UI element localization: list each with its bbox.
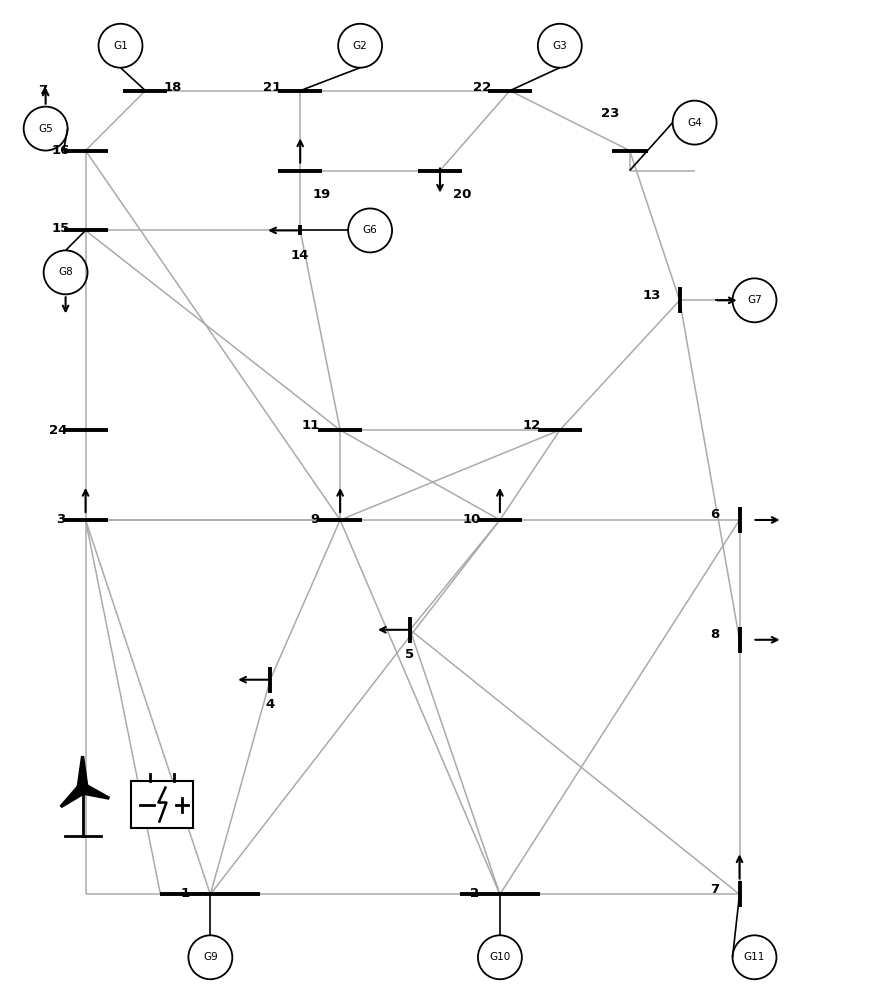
Text: 11: 11 — [301, 419, 319, 432]
Text: 1: 1 — [181, 887, 189, 900]
Text: G1: G1 — [113, 41, 128, 51]
Text: 23: 23 — [600, 107, 618, 120]
Text: 21: 21 — [263, 81, 281, 94]
Text: 7: 7 — [709, 883, 718, 896]
Text: 20: 20 — [453, 188, 471, 201]
Text: 18: 18 — [163, 81, 182, 94]
Circle shape — [78, 785, 87, 793]
Text: 6: 6 — [709, 508, 718, 521]
Text: 8: 8 — [709, 628, 718, 641]
Text: 3: 3 — [56, 513, 65, 526]
Text: G3: G3 — [552, 41, 567, 51]
Text: 22: 22 — [473, 81, 490, 94]
Text: 13: 13 — [642, 289, 660, 302]
Text: G9: G9 — [203, 952, 217, 962]
Text: 19: 19 — [313, 188, 331, 201]
Text: 14: 14 — [290, 249, 309, 262]
Text: 5: 5 — [405, 648, 414, 661]
Text: G11: G11 — [743, 952, 765, 962]
Text: 9: 9 — [310, 513, 319, 526]
Text: 12: 12 — [522, 419, 540, 432]
Text: G8: G8 — [58, 267, 73, 277]
FancyBboxPatch shape — [132, 781, 193, 828]
Text: 24: 24 — [49, 424, 68, 437]
Polygon shape — [81, 783, 109, 799]
Text: 4: 4 — [266, 698, 275, 711]
Text: G4: G4 — [687, 118, 702, 128]
Text: G10: G10 — [488, 952, 510, 962]
Text: G7: G7 — [746, 295, 761, 305]
Text: 15: 15 — [52, 222, 69, 235]
Text: 2: 2 — [470, 887, 479, 900]
Text: G6: G6 — [362, 225, 377, 235]
Text: 10: 10 — [462, 513, 481, 526]
Text: 7: 7 — [38, 84, 47, 97]
Text: G2: G2 — [353, 41, 367, 51]
Polygon shape — [61, 784, 86, 807]
Text: G5: G5 — [39, 124, 53, 134]
Text: 16: 16 — [52, 144, 69, 157]
Polygon shape — [77, 757, 88, 789]
